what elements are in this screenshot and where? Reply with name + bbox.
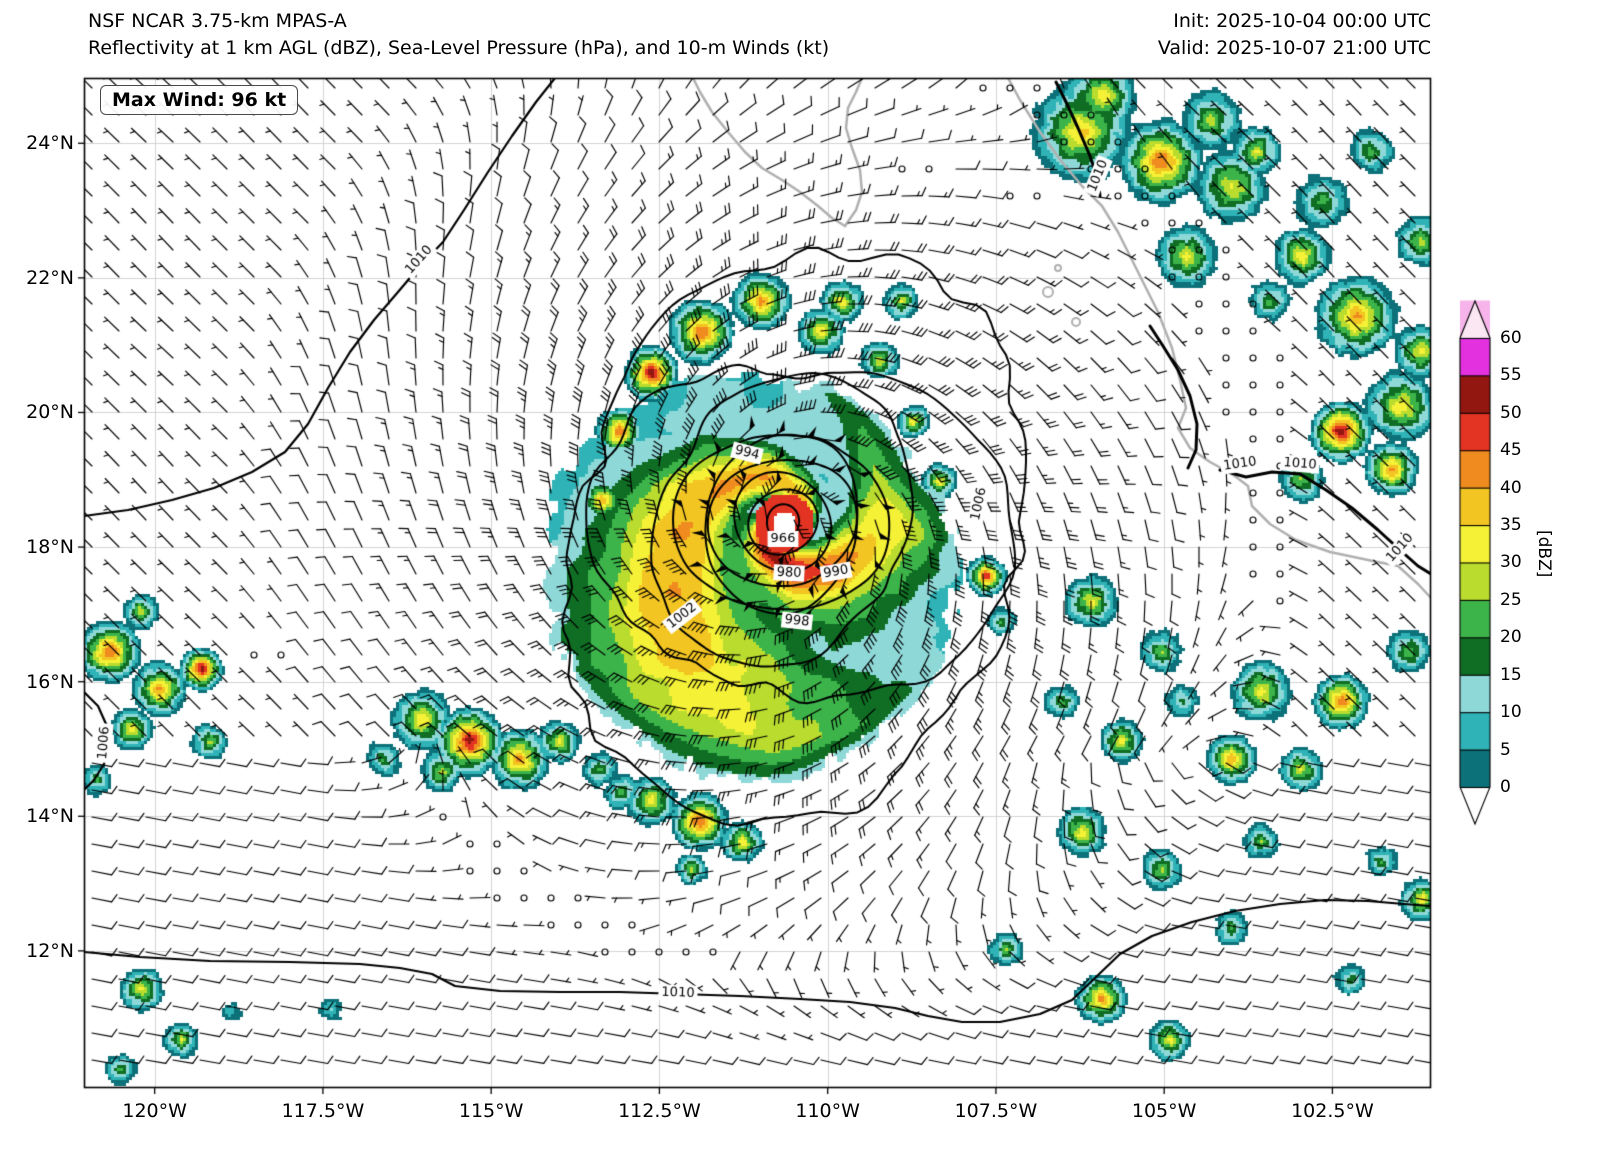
colorbar-tick-label: 50	[1500, 402, 1522, 423]
x-tick-label: 105°W	[1131, 1100, 1197, 1122]
model-title: NSF NCAR 3.75-km MPAS-A	[88, 10, 347, 32]
colorbar-tick-label: 5	[1500, 739, 1511, 760]
colorbar-tick-label: 10	[1500, 702, 1522, 723]
colorbar-tick-label: 30	[1500, 552, 1522, 573]
fields-title: Reflectivity at 1 km AGL (dBZ), Sea-Leve…	[88, 37, 830, 59]
max-wind-box: Max Wind: 96 kt	[100, 85, 299, 115]
colorbar-tick-label: 15	[1500, 664, 1522, 685]
max-wind-label: Max Wind: 96 kt	[112, 89, 287, 111]
y-tick-label: 20°N	[26, 401, 74, 424]
colorbar-tick-label: 25	[1500, 589, 1522, 610]
colorbar-tick-label: 45	[1500, 440, 1522, 461]
colorbar-tick-label: 0	[1500, 777, 1511, 797]
valid-time: Valid: 2025-10-07 21:00 UTC	[1157, 37, 1431, 59]
x-tick-label: 112.5°W	[618, 1100, 701, 1122]
x-tick-label: 117.5°W	[281, 1100, 365, 1122]
y-tick-label: 18°N	[26, 536, 74, 559]
y-tick-label: 14°N	[26, 805, 74, 828]
colorbar-tick-label: 55	[1500, 365, 1522, 386]
x-tick-label: 120°W	[122, 1100, 187, 1122]
title-block: NSF NCAR 3.75-km MPAS-A Reflectivity at …	[88, 8, 829, 62]
y-tick-label: 12°N	[26, 939, 74, 962]
x-tick-label: 107.5°W	[954, 1100, 1038, 1122]
x-tick-label: 102.5°W	[1291, 1100, 1374, 1122]
x-tick-label: 110°W	[795, 1100, 860, 1122]
colorbar-tick-label: 20	[1500, 627, 1522, 648]
colorbar-tick-label: 35	[1500, 515, 1522, 536]
y-tick-label: 16°N	[26, 670, 74, 693]
colorbar-tick-label: 60	[1500, 327, 1522, 348]
x-tick-label: 115°W	[458, 1100, 524, 1122]
colorbar-tick-label: 40	[1500, 477, 1522, 498]
init-time: Init: 2025-10-04 00:00 UTC	[1173, 10, 1431, 32]
time-block: Init: 2025-10-04 00:00 UTC Valid: 2025-1…	[1158, 8, 1431, 62]
y-tick-label: 22°N	[26, 266, 74, 289]
y-tick-label: 24°N	[26, 132, 74, 155]
colorbar-unit-label: [dBZ]	[1534, 530, 1554, 578]
